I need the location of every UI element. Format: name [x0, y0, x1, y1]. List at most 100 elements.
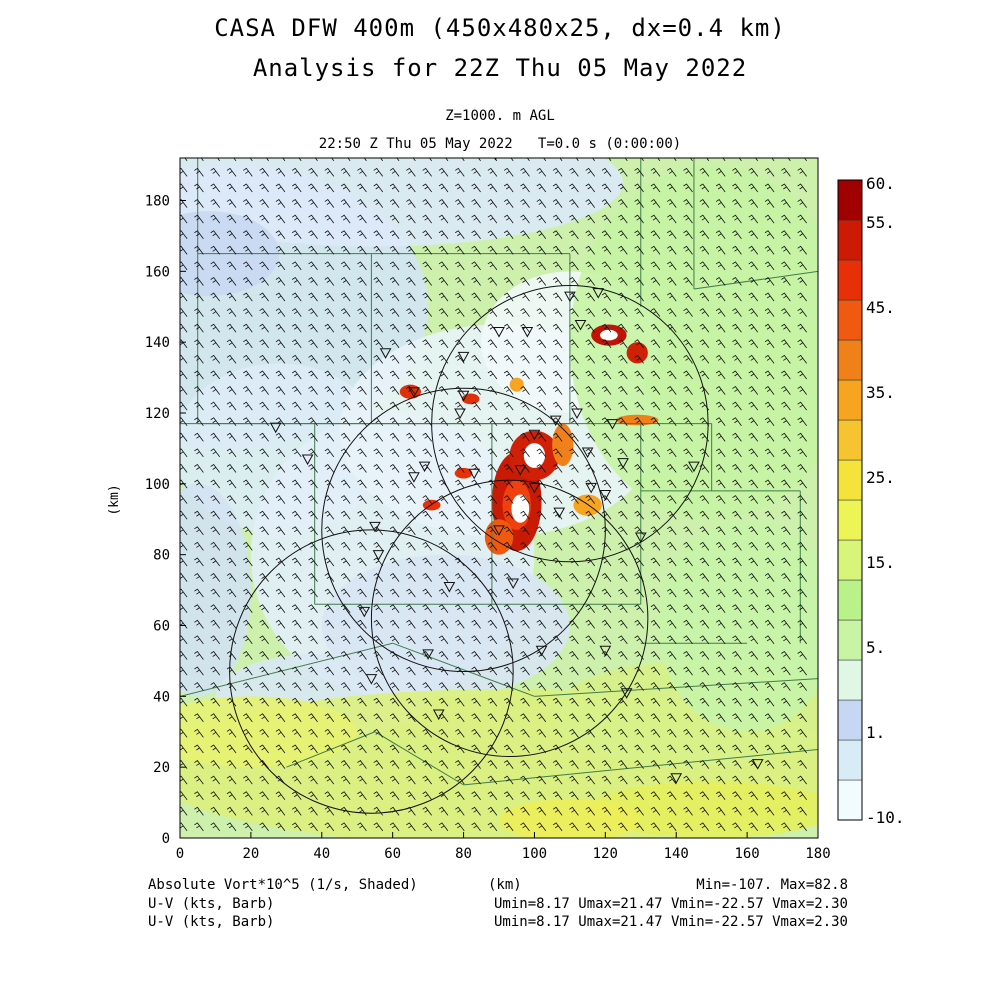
wind-barb [324, 292, 335, 302]
wind-barb [601, 573, 612, 582]
wind-barb [634, 588, 644, 598]
wind-barb [667, 619, 677, 629]
wind-barb [389, 386, 400, 395]
wind-barb [324, 557, 335, 567]
wind-barb [585, 541, 596, 551]
wind-barb [536, 791, 547, 800]
wind-barb [683, 199, 693, 208]
wind-barb [797, 292, 807, 302]
wind-barb [226, 386, 237, 395]
wind-barb [520, 775, 530, 785]
wind-barb [357, 650, 367, 660]
wind-barb [210, 557, 221, 567]
wind-barb [618, 199, 628, 208]
wind-barb [683, 495, 693, 504]
wind-barb [715, 245, 726, 255]
wind-barb [781, 806, 791, 816]
wind-barb [764, 230, 775, 239]
wind-barb [748, 308, 759, 317]
wind-barb [715, 541, 726, 551]
wind-barb [552, 183, 563, 193]
wind-barb [503, 230, 514, 239]
colorbar-label: -10. [866, 808, 905, 827]
wind-barb [748, 167, 759, 177]
wind-barb [520, 261, 530, 271]
wind-barb [389, 775, 400, 785]
wind-barb [194, 245, 204, 255]
wind-barb [438, 822, 449, 832]
wind-barb [455, 214, 465, 224]
wind-barb [569, 479, 579, 489]
wind-barb [194, 541, 204, 551]
wind-barb [308, 230, 318, 239]
wind-barb [764, 261, 775, 271]
wind-barb [585, 775, 596, 785]
wind-barb [569, 417, 579, 426]
radar-site-marker [408, 387, 420, 398]
wind-barb [389, 276, 400, 286]
wind-barb [699, 479, 710, 489]
vorticity-core [454, 467, 473, 479]
wind-barb [422, 635, 432, 645]
wind-barb [487, 432, 498, 442]
wind-barb [764, 526, 775, 536]
wind-barb [455, 432, 465, 442]
wind-barb [243, 713, 253, 723]
wind-barb [715, 339, 726, 349]
wind-barb [585, 199, 596, 208]
wind-barb [357, 635, 367, 645]
wind-barb [797, 401, 807, 411]
barb2-stats: Umin=8.17 Umax=21.47 Vmin=-22.57 Vmax=2.… [493, 914, 848, 930]
wind-barb [797, 183, 807, 193]
wind-barb [634, 386, 644, 395]
wind-barb [683, 354, 693, 364]
wind-barb [634, 448, 644, 458]
wind-barb [275, 526, 286, 536]
wind-barb [601, 354, 612, 364]
y-axis-label: (km) [107, 484, 122, 515]
wind-barb [764, 760, 775, 769]
radar-site-marker [369, 521, 381, 533]
wind-barb [455, 682, 465, 691]
wind-barb [667, 386, 677, 395]
wind-barb [340, 495, 351, 504]
wind-barb [275, 214, 286, 224]
wind-barb [552, 775, 563, 785]
wind-barb [406, 448, 416, 458]
wind-barb [243, 370, 253, 380]
wind-barb [180, 604, 188, 613]
wind-barb [180, 682, 188, 691]
wind-barb [618, 245, 628, 255]
wind-barb [194, 417, 204, 426]
wind-barb [520, 713, 530, 723]
wind-barb [536, 417, 547, 426]
wind-barb [699, 791, 710, 800]
wind-barb [471, 760, 481, 769]
wind-barb [180, 386, 188, 395]
wind-barb [781, 495, 791, 504]
wind-barb [683, 557, 693, 567]
wind-barb [324, 401, 335, 411]
wind-barb [601, 245, 612, 255]
wind-barb [520, 541, 530, 551]
wind-barb [667, 463, 677, 473]
wind-barb [520, 526, 530, 536]
radar-site-marker [269, 422, 282, 434]
wind-barb [569, 526, 579, 536]
wind-barb [210, 588, 221, 598]
wind-barb [601, 822, 612, 832]
y-tick-label: 80 [153, 548, 170, 564]
wind-barb [683, 230, 693, 239]
wind-barb [259, 417, 269, 426]
wind-barb [438, 214, 449, 224]
wind-barb [585, 292, 596, 302]
wind-barb [601, 588, 612, 598]
wind-barb [243, 354, 253, 364]
wind-barb [422, 199, 432, 208]
wind-barb [243, 386, 253, 395]
wind-barb [438, 760, 449, 769]
wind-barb [634, 479, 644, 489]
wind-barb [226, 479, 237, 489]
wind-barb [634, 183, 644, 193]
wind-barb [667, 573, 677, 582]
